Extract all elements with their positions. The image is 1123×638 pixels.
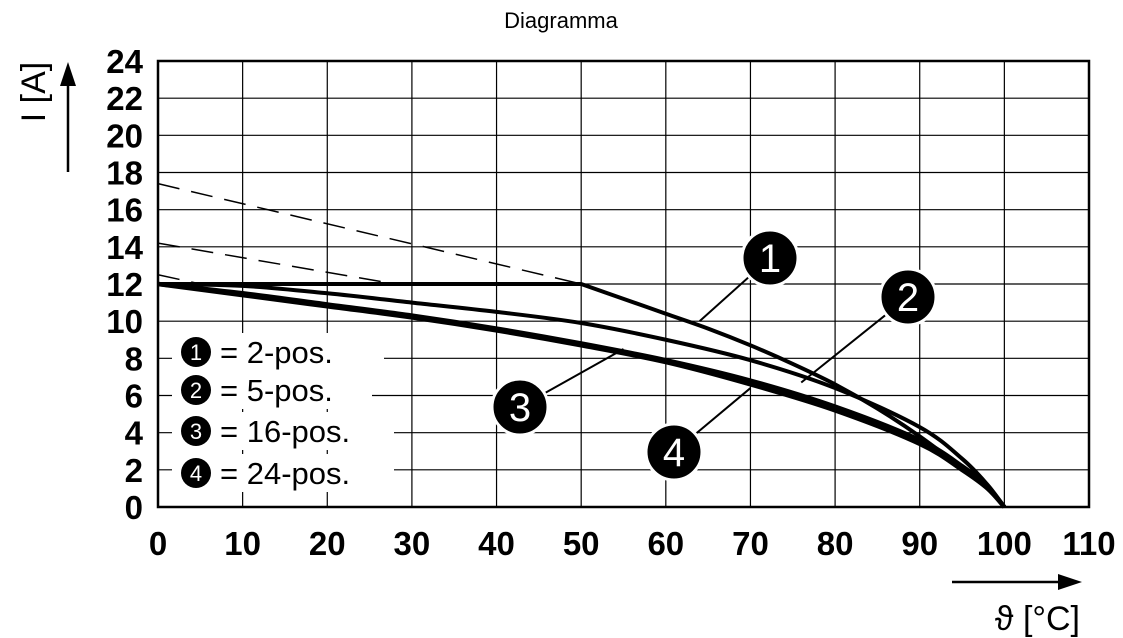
- legend-marker-number: 4: [190, 461, 202, 486]
- x-tick-label: 20: [309, 525, 346, 562]
- callout-marker: [644, 422, 704, 482]
- y-axis-label: I [A]: [15, 62, 53, 122]
- x-tick-label: 100: [977, 525, 1032, 562]
- y-tick-label: 20: [106, 117, 143, 154]
- chart-title: Diagramma: [504, 8, 618, 33]
- callout-marker: [878, 267, 938, 327]
- x-tick-label: 60: [647, 525, 684, 562]
- y-tick-label: 12: [106, 266, 143, 303]
- y-tick-label: 2: [125, 452, 143, 489]
- legend-label: = 16-pos.: [220, 414, 350, 449]
- callout-number: 3: [509, 386, 531, 430]
- y-tick-label: 24: [106, 43, 143, 80]
- x-tick-label: 30: [394, 525, 431, 562]
- y-tick-label: 6: [125, 378, 143, 415]
- series-lines: [157, 281, 1007, 509]
- legend-marker: [181, 375, 211, 405]
- y-tick-label: 22: [106, 80, 143, 117]
- callout-marker: [740, 228, 800, 288]
- y-tick-label: 4: [125, 415, 144, 452]
- legend-label: = 24-pos.: [220, 456, 350, 491]
- legend-marker: [181, 458, 211, 488]
- callouts: 1 2 3 4: [490, 228, 938, 482]
- legend-label: = 2-pos.: [220, 335, 333, 370]
- x-tick-label: 40: [478, 525, 515, 562]
- series-line-2: [157, 282, 1006, 509]
- plot-frame: [156, 59, 1091, 509]
- y-tick-label: 14: [106, 229, 143, 266]
- legend-marker: [181, 416, 211, 446]
- x-axis-label: ϑ [°C]: [995, 600, 1080, 638]
- y-tick-label: 8: [125, 340, 143, 377]
- x-tick-label: 90: [901, 525, 938, 562]
- callout-number: 2: [897, 276, 919, 320]
- x-axis-label-group: ϑ [°C]: [952, 574, 1082, 638]
- legend-label: = 5-pos.: [220, 373, 333, 408]
- x-tick-label: 110: [1062, 525, 1115, 562]
- legend-marker-number: 3: [190, 419, 202, 444]
- x-axis-arrowhead-icon: [1058, 574, 1082, 590]
- dashed-extensions: [157, 182, 582, 285]
- dashed-extension-line: [157, 242, 396, 285]
- x-tick-label: 0: [149, 525, 167, 562]
- callout-marker: [490, 377, 550, 437]
- x-tick-label: 80: [817, 525, 854, 562]
- y-axis-arrowhead-icon: [60, 62, 76, 86]
- x-tick-label: 10: [224, 525, 261, 562]
- x-tick-labels: 0 10 20 30 40 50 60 70 80 90 100 110: [149, 525, 1116, 562]
- y-tick-label: 10: [106, 303, 143, 340]
- legend-marker-number: 1: [190, 340, 202, 365]
- y-tick-label: 0: [125, 489, 143, 526]
- y-tick-label: 18: [106, 155, 143, 192]
- legend-marker-number: 2: [190, 378, 202, 403]
- legend: 1 = 2-pos. 2 = 5-pos. 3 = 16-pos. 4 = 24-pos.: [172, 333, 394, 492]
- x-tick-label: 50: [563, 525, 600, 562]
- x-tick-label: 70: [732, 525, 769, 562]
- series-line-4: [157, 281, 1007, 509]
- callout-number: 1: [759, 237, 781, 281]
- y-tick-label: 16: [106, 192, 143, 229]
- dashed-extension-line: [157, 182, 582, 285]
- y-axis-label-group: I [A]: [15, 62, 76, 172]
- callout-number: 4: [663, 431, 685, 475]
- legend-marker: [181, 337, 211, 367]
